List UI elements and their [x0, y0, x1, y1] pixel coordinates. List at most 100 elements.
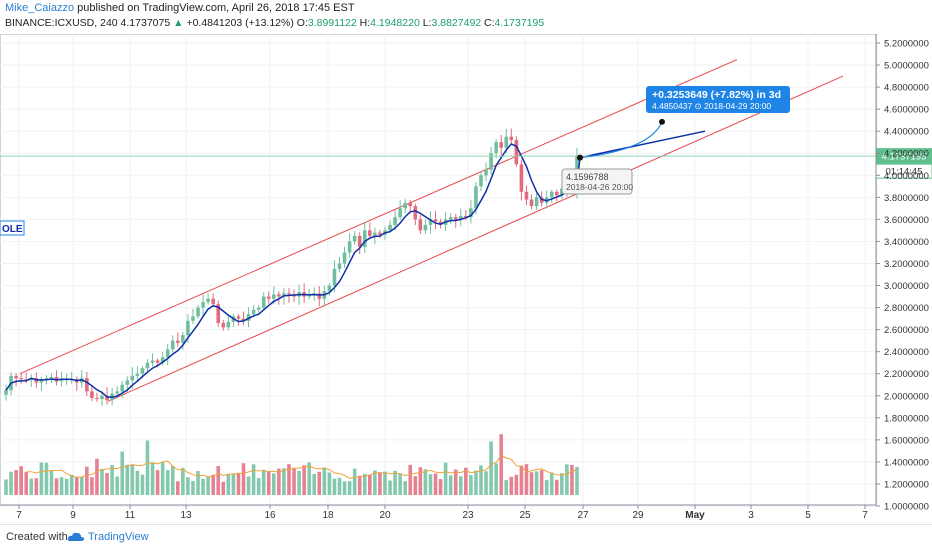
- low-label: L:: [422, 17, 432, 29]
- price-tick-label: 1.4000000: [884, 457, 929, 468]
- candle-body: [49, 377, 54, 379]
- candle-body: [499, 142, 504, 148]
- volume-bar: [261, 469, 266, 495]
- candle-body: [423, 224, 428, 231]
- volume-bar: [408, 464, 413, 495]
- candle-body: [479, 175, 483, 187]
- candle-body: [393, 217, 397, 225]
- current-price-badge: [876, 148, 932, 165]
- candle-body: [489, 153, 493, 170]
- volume-bar: [332, 478, 337, 495]
- created-with-label: Created with: [6, 531, 68, 543]
- candle-body: [256, 307, 261, 310]
- volume-bar: [14, 470, 18, 495]
- author-link[interactable]: Mike_Caiazzo: [5, 2, 75, 14]
- date-tick-label: 7: [862, 510, 868, 521]
- price-tick-label: 1.8000000: [884, 413, 929, 424]
- volume-bar: [211, 474, 215, 495]
- volume-bar: [201, 478, 205, 495]
- candle-body: [176, 340, 180, 343]
- moving-average-line: [5, 130, 706, 399]
- publish-line: Mike_Caiazzo published on TradingView.co…: [5, 2, 355, 14]
- candle-body: [347, 241, 352, 253]
- chart-area[interactable]: 4.1737195 01:14:45 OLE +0.3253649 (+7.82%) …: [0, 34, 932, 524]
- tradingview-cloud-icon: [67, 532, 85, 541]
- date-tick-label: 11: [125, 510, 136, 521]
- candle-body: [241, 318, 246, 321]
- candle-body: [504, 136, 509, 148]
- volume-bar: [59, 477, 64, 495]
- volume-bar: [368, 474, 372, 495]
- up-arrow-icon: ▲: [173, 17, 184, 29]
- candle-body: [59, 380, 64, 382]
- symbol-label: BINANCE:ICXUSD, 240: [5, 17, 118, 29]
- volume-bar: [231, 473, 236, 495]
- candle-body: [201, 302, 205, 308]
- volume-bar: [292, 467, 296, 495]
- volume-bar: [494, 463, 498, 495]
- volume-bar: [74, 477, 79, 495]
- volume-bar: [282, 468, 286, 495]
- price-tick-label: 1.2000000: [884, 479, 929, 490]
- projection-curve: [579, 121, 663, 159]
- date-tick-label: 27: [577, 510, 589, 521]
- left-label-box: [0, 220, 25, 236]
- volume-bar: [115, 476, 119, 495]
- volume-bar: [453, 469, 458, 495]
- volume-bar: [357, 475, 362, 495]
- price-tick-label: 2.0000000: [884, 391, 929, 402]
- candle-body: [362, 230, 367, 247]
- volume-bar: [39, 462, 44, 495]
- volume-bar: [95, 458, 99, 495]
- price-tick-label: 4.0000000: [884, 171, 929, 182]
- candle-body: [186, 320, 190, 336]
- chart-svg[interactable]: 4.1737195 01:14:45 OLE +0.3253649 (+7.82%) …: [0, 34, 932, 524]
- volume-bar: [534, 471, 539, 495]
- price-tick-label: 4.2000000: [884, 149, 929, 160]
- candle-body: [221, 323, 226, 328]
- volume-bar: [560, 473, 564, 495]
- volume-bar: [145, 440, 150, 495]
- candle-body: [337, 263, 342, 269]
- candle-body: [100, 395, 104, 400]
- volume-bar: [54, 478, 59, 495]
- price-tick-label: 4.8000000: [884, 83, 929, 94]
- date-tick-label: 13: [180, 510, 192, 521]
- volume-bar: [393, 470, 397, 495]
- candle-body: [373, 232, 377, 236]
- price-tick-label: 3.2000000: [884, 259, 929, 270]
- date-tick-label: 9: [70, 510, 76, 521]
- volume-bar: [312, 473, 317, 495]
- tradingview-brand[interactable]: TradingView: [88, 531, 149, 543]
- volume-bar: [170, 466, 175, 495]
- candle-body: [418, 219, 423, 231]
- candle-body: [277, 294, 281, 297]
- volume-bar: [19, 466, 23, 495]
- date-tick-label: 18: [322, 510, 334, 521]
- date-tick-label: 20: [379, 510, 391, 521]
- low-value: 3.8827492: [431, 17, 482, 29]
- volume-bar: [44, 462, 49, 495]
- volume-bar: [428, 474, 433, 495]
- channel-lower-line: [107, 75, 844, 402]
- volume-bar: [565, 464, 569, 495]
- price-tick-label: 5.2000000: [884, 39, 929, 50]
- volume-bar: [302, 465, 306, 495]
- candle-body: [413, 206, 418, 220]
- date-tick-label: 16: [264, 510, 276, 521]
- candle-body: [519, 164, 524, 192]
- volume-bar: [165, 470, 170, 495]
- volume-ma-line: [26, 454, 578, 479]
- hover-tooltip-value: 4.1596788: [566, 172, 609, 182]
- volume-bar: [4, 479, 8, 495]
- volume-bar: [474, 470, 478, 495]
- date-tick-label: 3: [748, 510, 754, 521]
- volume-bar: [398, 473, 402, 495]
- volume-bar: [186, 477, 190, 495]
- candle-body: [282, 293, 286, 297]
- price-tick-label: 1.6000000: [884, 435, 929, 446]
- candle-body: [554, 191, 559, 196]
- date-tick-label: 5: [805, 510, 811, 521]
- volume-bar: [438, 479, 443, 495]
- candle-body: [140, 368, 145, 374]
